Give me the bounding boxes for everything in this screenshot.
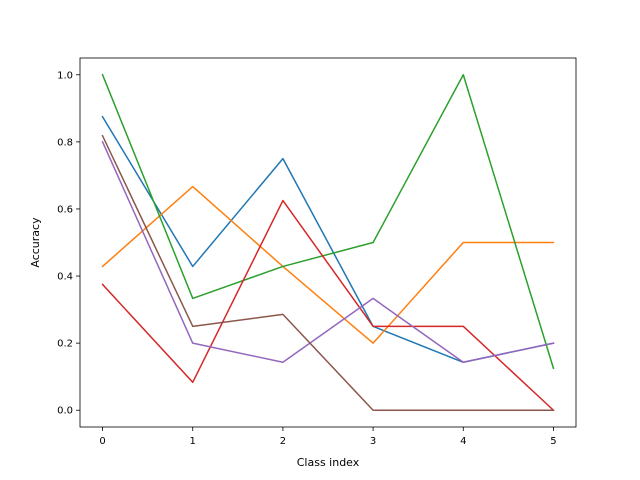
x-tick-label: 1 [190, 436, 196, 447]
y-tick-label: 0.8 [57, 137, 73, 148]
x-tick-label: 2 [280, 436, 286, 447]
x-tick-label: 3 [370, 436, 376, 447]
series-line-6 [101, 134, 555, 411]
x-tick-label: 4 [460, 436, 466, 447]
y-axis-label: Accuracy [29, 217, 42, 268]
plot-frame [79, 57, 577, 428]
x-axis-label: Class index [297, 456, 360, 469]
y-tick-label: 1.0 [57, 70, 73, 81]
y-tick-label: 0.6 [57, 204, 73, 215]
y-tick-label: 0.4 [57, 272, 73, 283]
x-tick-label: 0 [99, 436, 105, 447]
series-line-5 [101, 140, 555, 364]
series-line-4 [101, 199, 555, 412]
series-line-2 [101, 185, 555, 344]
series-layer [101, 73, 555, 412]
axes-layer: 0 1 2 3 4 5 0.0 0.2 0.4 0.6 0.8 1.0 [57, 70, 557, 447]
series-line-3 [101, 73, 555, 370]
y-tick-label: 0.2 [57, 339, 73, 350]
y-tick-label: 0.0 [57, 406, 73, 417]
x-tick-label: 5 [550, 436, 556, 447]
